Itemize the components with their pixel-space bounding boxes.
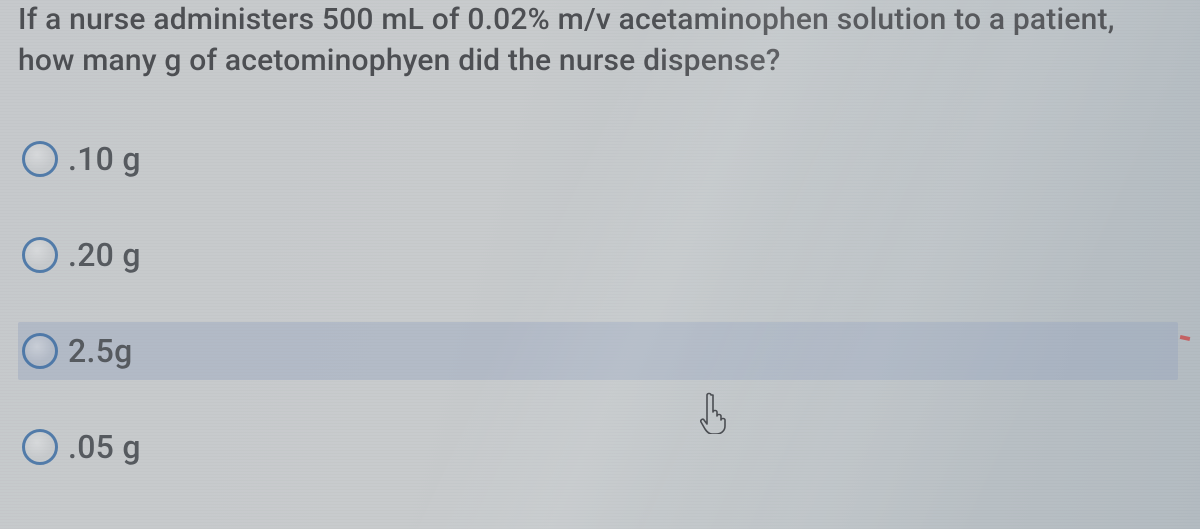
- radio-icon[interactable]: [22, 237, 58, 273]
- option-label: .10 g: [68, 140, 141, 178]
- question-text: If a nurse administers 500 mL of 0.02% m…: [18, 0, 1200, 81]
- option-label: .05 g: [68, 428, 141, 466]
- radio-icon[interactable]: [22, 333, 58, 369]
- question-line-2: how many g of acetominophyen did the nur…: [18, 43, 781, 78]
- answer-options: .10 g .20 g 2.5g .05 g: [18, 130, 1200, 476]
- question-line-1: If a nurse administers 500 mL of 0.02% m…: [18, 2, 1115, 37]
- option-05g[interactable]: .05 g: [18, 418, 1200, 476]
- option-label: .20 g: [68, 236, 141, 274]
- option-2-5g[interactable]: 2.5g: [18, 322, 1178, 380]
- option-label: 2.5g: [68, 332, 133, 370]
- option-20g[interactable]: .20 g: [18, 226, 1200, 284]
- option-10g[interactable]: .10 g: [18, 130, 1200, 188]
- radio-icon[interactable]: [22, 141, 58, 177]
- radio-icon[interactable]: [22, 429, 58, 465]
